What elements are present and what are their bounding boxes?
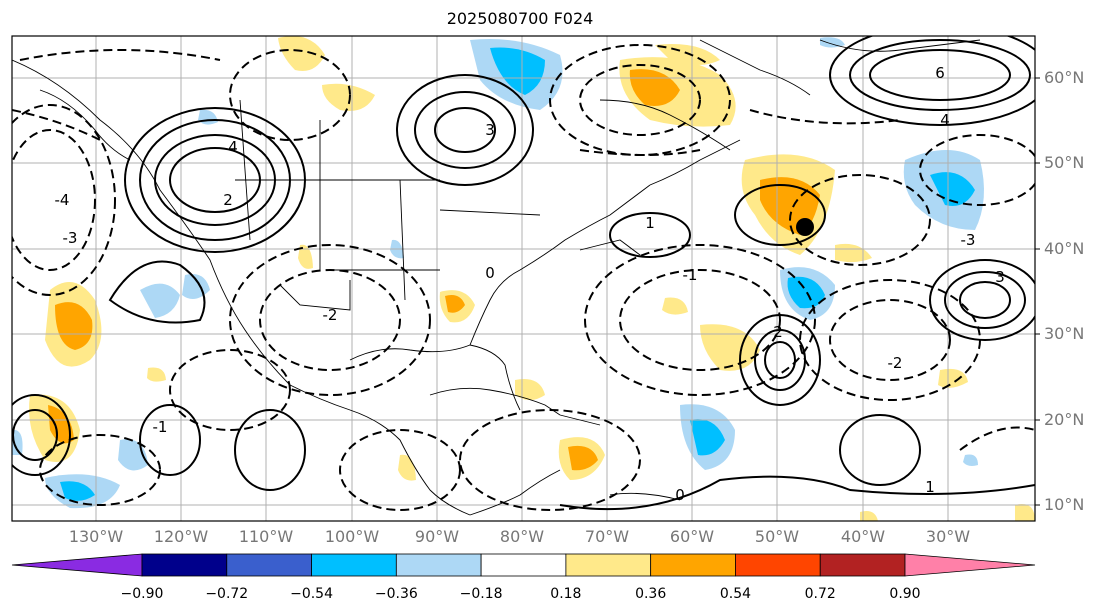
- contour-label: -4: [55, 191, 70, 209]
- lon-label-50w: 50°W: [754, 527, 800, 546]
- lon-label-40w: 40°W: [840, 527, 886, 546]
- colorbar-tick-label: 0.90: [889, 586, 921, 602]
- colorbar-tick-label: −0.72: [205, 586, 249, 602]
- colorbar-segment: [735, 553, 821, 577]
- negative-contours: [12, 44, 1035, 511]
- colorbar-segment: [226, 553, 312, 577]
- colorbar-segment: [650, 553, 736, 577]
- colorbar-segment: [141, 553, 228, 577]
- lon-label-130w: 130°W: [68, 527, 124, 546]
- gridlines: [12, 36, 1035, 521]
- contour-label: 0: [485, 264, 495, 282]
- colorbar: [11, 553, 1036, 577]
- colorbar-tick-label: 0.18: [550, 586, 582, 602]
- colorbar-tick-label: 0.72: [804, 586, 836, 602]
- colorbar-tick-label: −0.36: [374, 586, 418, 602]
- lon-label-110w: 110°W: [238, 527, 294, 546]
- colorbar-segment: [565, 553, 652, 577]
- contour-label: 6: [935, 64, 945, 82]
- contour-label: -3: [961, 231, 976, 249]
- colorbar-tick-label: −0.90: [120, 586, 164, 602]
- map-title: 2025080700 F024: [446, 9, 594, 28]
- map-frame: [11, 35, 1036, 522]
- contour-label: 1: [925, 478, 935, 496]
- colorbar-tick-label: −0.54: [290, 586, 333, 602]
- contour-label: -2: [323, 306, 338, 324]
- lon-label-80w: 80°W: [499, 527, 545, 546]
- contour-label: 3: [995, 268, 1005, 286]
- colorbar-tick-label: 0.36: [635, 586, 667, 602]
- contour-labels: 4 3 2 1 0 -1 -2 -3 -4 6 4 3 2 1 0 -1 -2 …: [55, 64, 1005, 504]
- colorbar-extend-low: [11, 553, 143, 577]
- colorbar-extend-high: [904, 553, 1036, 577]
- lat-label-30n: 30°N: [1044, 324, 1085, 343]
- lat-label-50n: 50°N: [1044, 153, 1085, 172]
- lat-label-40n: 40°N: [1044, 239, 1085, 258]
- lon-label-30w: 30°W: [925, 527, 971, 546]
- contour-label: -1: [683, 266, 698, 284]
- contour-label: 2: [223, 191, 233, 209]
- contour-label: 1: [645, 214, 655, 232]
- colorbar-segment: [819, 553, 906, 577]
- lon-label-60w: 60°W: [669, 527, 715, 546]
- anomaly-shading: [12, 36, 1035, 521]
- storm-center-marker: [796, 218, 814, 236]
- map-canvas: 4 3 2 1 0 -1 -2 -3 -4 6 4 3 2 1 0 -1 -2 …: [11, 35, 1040, 522]
- contour-label: -3: [63, 229, 78, 247]
- contour-label: 4: [940, 111, 950, 129]
- colorbar-tick-label: −0.18: [459, 586, 503, 602]
- coastlines: [12, 39, 981, 516]
- lon-label-100w: 100°W: [324, 527, 380, 546]
- colorbar-segment: [480, 553, 567, 577]
- lat-label-60n: 60°N: [1044, 68, 1085, 87]
- positive-contours: [12, 36, 1035, 511]
- contour-label: -1: [153, 418, 168, 436]
- lon-label-90w: 90°W: [414, 527, 460, 546]
- contour-label: 4: [228, 138, 238, 156]
- contour-label: -2: [888, 354, 903, 372]
- contour-label: 2: [773, 323, 783, 341]
- colorbar-tick-label: 0.54: [719, 586, 752, 602]
- contour-label: 3: [485, 121, 495, 139]
- colorbar-segment: [395, 553, 482, 577]
- lat-label-10n: 10°N: [1044, 495, 1085, 514]
- contour-label: 0: [675, 486, 685, 504]
- colorbar-segment: [311, 553, 397, 577]
- lon-label-120w: 120°W: [153, 527, 209, 546]
- lat-label-20n: 20°N: [1044, 410, 1085, 429]
- lon-label-70w: 70°W: [584, 527, 630, 546]
